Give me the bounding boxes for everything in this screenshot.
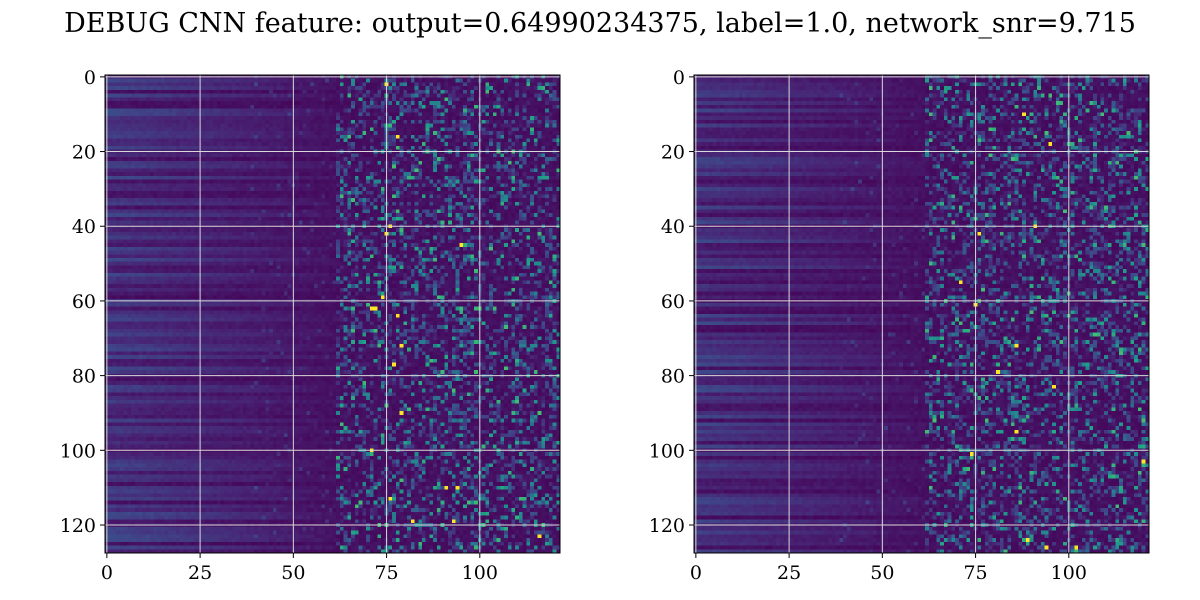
y-tick-label: 80 [661, 366, 685, 388]
y-tick-label: 60 [661, 291, 685, 313]
y-tick-label: 100 [649, 440, 685, 462]
x-tick-label: 0 [101, 562, 113, 584]
y-tick-label: 40 [661, 216, 685, 238]
y-tick-label: 20 [72, 142, 96, 164]
x-tick-label: 25 [777, 562, 801, 584]
heatmap-image [105, 75, 560, 553]
y-tick-label: 40 [72, 216, 96, 238]
x-tick-label: 50 [281, 562, 305, 584]
heatmap-panel-right: 0 25 50 75 100 0 20 40 60 80 100 120 [649, 67, 1150, 584]
y-tick-label: 0 [84, 67, 96, 89]
heatmap-panel-left: 0 25 50 75 100 0 20 40 60 80 100 120 [60, 67, 561, 584]
y-tick-label: 20 [661, 142, 685, 164]
x-tick-label: 75 [374, 562, 398, 584]
y-tick-label: 120 [60, 515, 96, 537]
heatmap-image [694, 75, 1149, 553]
x-tick-label: 50 [870, 562, 894, 584]
y-tick-label: 0 [673, 67, 685, 89]
y-tick-label: 80 [72, 366, 96, 388]
y-tick-label: 100 [60, 440, 96, 462]
x-tick-label: 100 [1051, 562, 1087, 584]
y-tick-label: 60 [72, 291, 96, 313]
x-tick-label: 75 [963, 562, 987, 584]
x-tick-label: 25 [188, 562, 212, 584]
figure-title: DEBUG CNN feature: output=0.64990234375,… [64, 8, 1136, 39]
axes-frame [693, 74, 1150, 554]
x-tick-label: 100 [462, 562, 498, 584]
axes-frame [104, 74, 561, 554]
y-tick-label: 120 [649, 515, 685, 537]
x-tick-label: 0 [690, 562, 702, 584]
